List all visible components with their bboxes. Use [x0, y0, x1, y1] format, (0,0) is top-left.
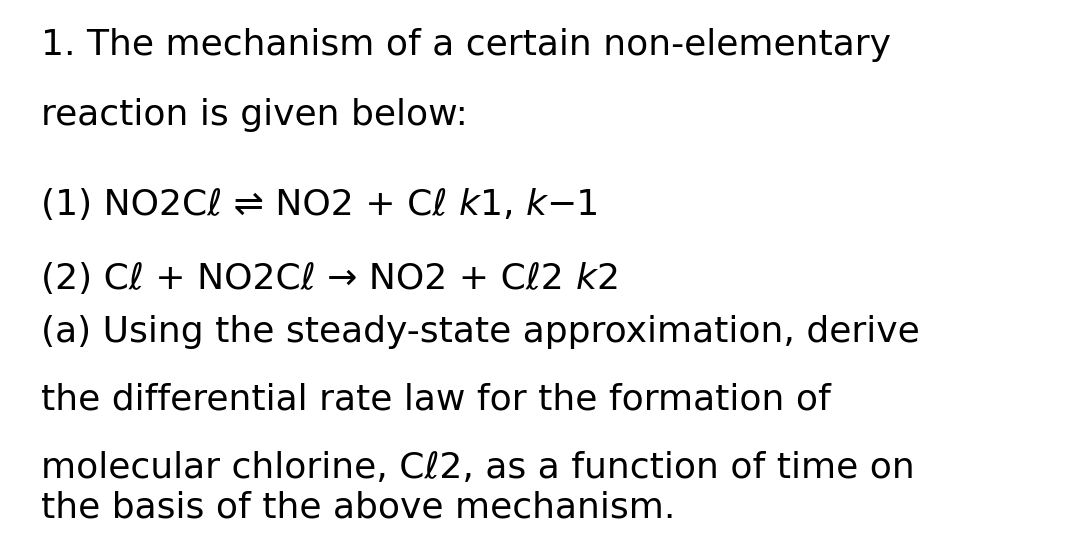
- Text: k: k: [459, 188, 480, 222]
- Text: the basis of the above mechanism.: the basis of the above mechanism.: [41, 490, 675, 524]
- Text: the differential rate law for the formation of: the differential rate law for the format…: [41, 383, 831, 417]
- Text: (2) Cℓ + NO2Cℓ → NO2 + Cℓ2: (2) Cℓ + NO2Cℓ → NO2 + Cℓ2: [41, 262, 576, 296]
- Text: 1. The mechanism of a certain non-elementary: 1. The mechanism of a certain non-elemen…: [41, 28, 891, 62]
- Text: (a) Using the steady-state approximation, derive: (a) Using the steady-state approximation…: [41, 315, 920, 349]
- Text: −1: −1: [546, 188, 599, 222]
- Text: (1) NO2Cℓ ⇌ NO2 + Cℓ: (1) NO2Cℓ ⇌ NO2 + Cℓ: [41, 188, 459, 222]
- Text: 2: 2: [596, 262, 619, 296]
- Text: molecular chlorine, Cℓ2, as a function of time on: molecular chlorine, Cℓ2, as a function o…: [41, 451, 915, 485]
- Text: 1,: 1,: [480, 188, 526, 222]
- Text: k: k: [576, 262, 596, 296]
- Text: reaction is given below:: reaction is given below:: [41, 98, 468, 132]
- Text: k: k: [526, 188, 546, 222]
